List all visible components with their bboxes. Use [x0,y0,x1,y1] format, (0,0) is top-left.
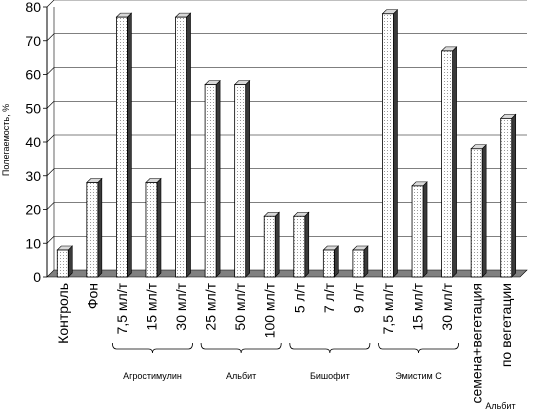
y-tick-label: 50 [25,100,41,116]
x-tick-label: 15 мл/т [410,282,426,330]
x-tick-label: 25 мл/т [203,282,219,330]
x-tick-label: 30 мл/т [173,282,189,330]
category-group: Альбит [485,401,515,411]
group-bracket [289,342,371,354]
y-tick-label: 70 [25,33,41,49]
bar-front [175,16,187,278]
bar-side [422,181,428,278]
gridline-diagonal [46,236,55,244]
gridline-diagonal [46,33,55,41]
bar-front [411,185,424,278]
bar [174,12,192,278]
category-group: Агростимулин [112,342,193,381]
bar-side [452,46,457,278]
gridline-diagonal [46,202,55,210]
gridline-diagonal [46,67,55,75]
bar-front [441,50,453,278]
x-tick-label: 100 мл/т [262,282,278,338]
group-label: Альбит [226,371,256,381]
y-tick-label: 80 [25,0,41,15]
bar-side [156,177,162,278]
bar-front [204,84,217,278]
bar-front [145,182,158,278]
bar-front [263,215,276,278]
gridline-diagonal [46,101,55,109]
category-group: Эмистим С [378,342,459,381]
category-group: Бишофит [289,342,371,381]
bar-front [470,148,483,278]
bar [233,79,251,278]
x-tick-label: 50 мл/т [232,282,248,330]
bar [440,46,458,278]
bar [499,113,517,278]
group-label: Эмистим С [395,371,442,381]
y-tick-label: 60 [25,67,41,83]
y-tick-label: 0 [33,269,41,285]
bar [470,144,487,278]
y-tick-label: 30 [25,168,41,184]
bar-front [352,249,365,278]
x-tick-label: 7,5 мл/т [114,282,130,334]
bar-side [245,79,250,278]
x-tick-label: 5 л/т [291,282,307,313]
bar [115,12,133,278]
bar-side [97,177,103,278]
group-bracket [378,342,459,354]
bar [56,245,74,278]
gridline-diagonal [46,168,55,176]
group-bracket [200,342,282,354]
bar [86,177,103,278]
bar-side [363,245,369,278]
bar [263,211,280,278]
bar-side [334,245,339,278]
bar-front [293,215,306,278]
bar-front [56,249,69,278]
y-axis-label: Полегаемость, % [1,104,11,176]
x-tick-label: 9 л/т [350,282,366,313]
y-tick-label: 20 [25,202,41,218]
bar [293,211,310,278]
bar [352,245,369,278]
bar-side [511,113,517,278]
bar [381,9,399,278]
x-tick-label: по вегетации [498,283,514,367]
group-label: Альбит [485,401,515,411]
y-tick-label: 40 [25,134,41,150]
bar-side [127,12,132,278]
bar-side [215,79,221,278]
bar-front [382,13,394,278]
group-bracket [112,342,193,354]
y-tick-label: 10 [25,235,41,251]
x-tick-label: Фон [84,283,100,309]
bar [411,181,428,278]
bar-side [481,144,487,278]
bar [145,177,162,278]
group-label: Бишофит [310,371,350,381]
bar [322,245,340,278]
gridline-diagonal [46,134,55,143]
bar-side [304,211,310,278]
category-group: Альбит [200,342,282,381]
bar-side [274,211,280,278]
x-tick-label: 15 мл/т [143,282,159,330]
bar-front [116,16,128,278]
bar-front [322,249,335,278]
bar [204,79,221,278]
group-label: Агростимулин [123,371,182,381]
x-tick-label: Контроль [55,283,71,344]
x-tick-label: 30 мл/т [439,282,455,330]
bar-side [186,12,191,278]
gridline-diagonal [46,0,55,8]
bar-side [393,9,398,278]
bar-front [86,182,99,278]
x-tick-label: семена+вегетация [469,283,485,404]
bar-side [67,245,73,278]
bar-front [234,84,247,278]
x-tick-label: 7 л/т [321,282,337,313]
x-tick-label: 7,5 мл/т [380,282,396,334]
bar-front [500,117,513,278]
